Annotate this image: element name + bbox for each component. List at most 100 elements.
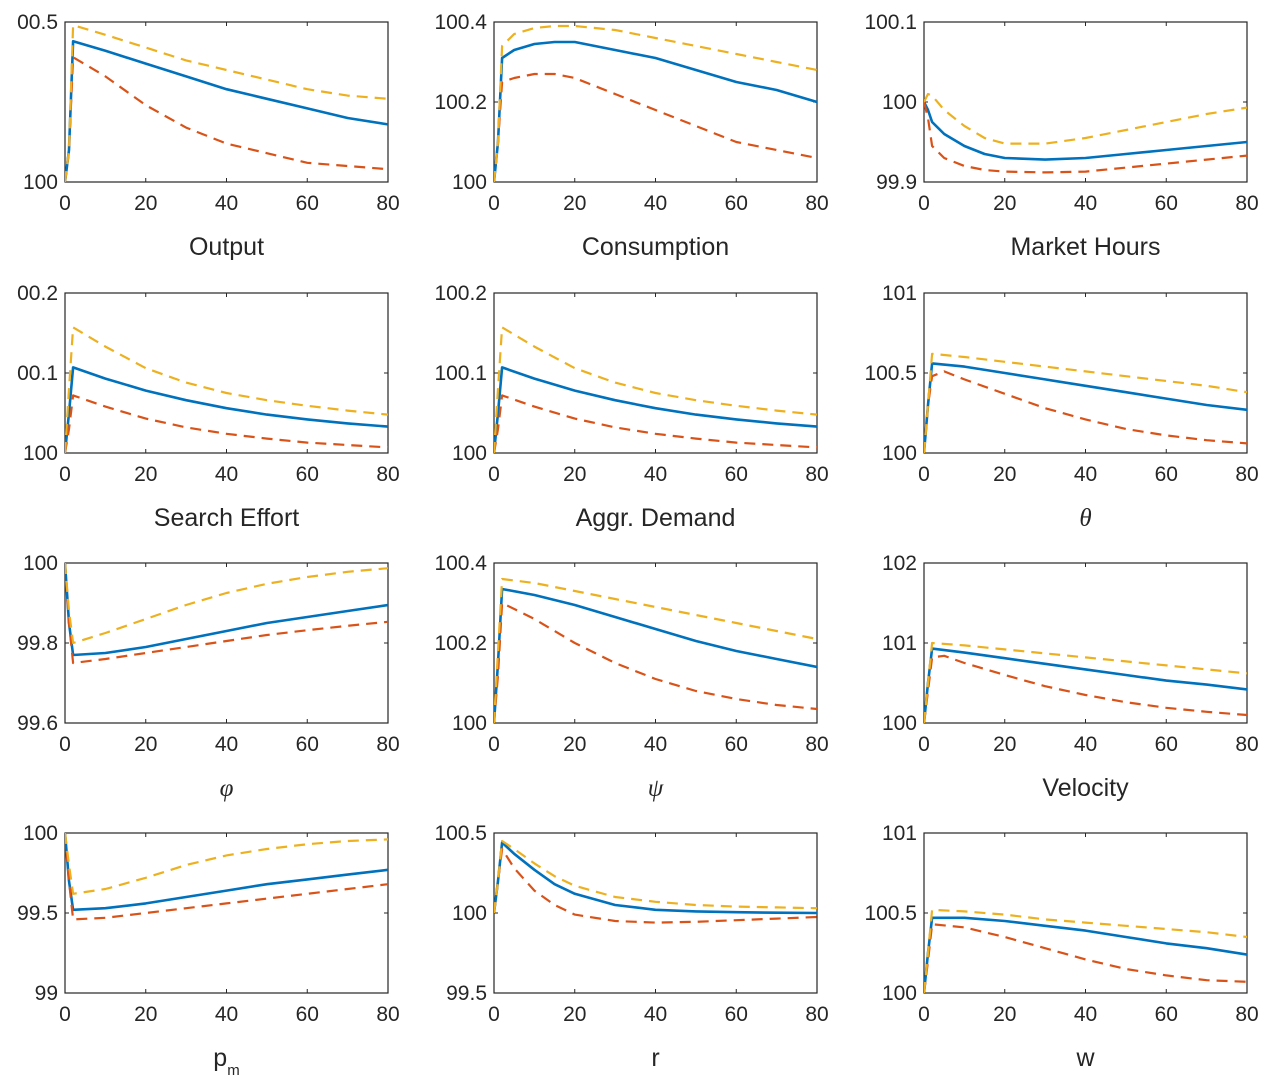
x-tick-label: 20 xyxy=(563,192,586,215)
series-line-3 xyxy=(924,908,1247,993)
panel-consumption: 0 20 40 60 80 100 100.2 100.4 Consumption xyxy=(434,11,828,261)
x-axis-label-text: Market Hours xyxy=(1010,233,1160,261)
x-tick-label: 60 xyxy=(725,192,748,215)
y-tick-label: 100.5 xyxy=(864,362,917,385)
x-tick-label: 0 xyxy=(918,733,930,756)
y-tick-label: 100 xyxy=(452,171,487,194)
series-line-3 xyxy=(494,326,817,453)
y-tick-label: 100.2 xyxy=(434,282,487,305)
x-axis-label: w xyxy=(1075,1044,1095,1072)
x-tick-label: 60 xyxy=(1155,463,1178,486)
axes-box xyxy=(493,562,818,724)
y-tick-label: 100.4 xyxy=(434,552,487,575)
x-tick-label: 80 xyxy=(376,192,399,215)
x-tick-label: 0 xyxy=(918,1003,930,1026)
series-line-3 xyxy=(65,326,388,453)
x-tick-label: 80 xyxy=(376,733,399,756)
y-tick-label: 99.6 xyxy=(17,712,58,735)
series-line-2 xyxy=(65,833,388,921)
axes-box xyxy=(923,562,1248,724)
panel-theta: 0 20 40 60 80 100 100.5 101 θ xyxy=(864,282,1258,532)
y-tick-label: 100 xyxy=(23,552,58,575)
y-tick-label: 100.1 xyxy=(864,11,917,34)
y-tick-label: 100 xyxy=(452,902,487,925)
x-tick-label: 60 xyxy=(296,463,319,486)
axes-box xyxy=(64,21,389,183)
x-axis-label-subscript: m xyxy=(227,1062,240,1079)
series-line-3 xyxy=(494,839,817,914)
panel-velocity: 0 20 40 60 80 100 101 102 Velocity xyxy=(882,552,1259,802)
x-axis-label-text: w xyxy=(1075,1044,1095,1072)
y-tick-label: 100 xyxy=(23,171,58,194)
series-line-2 xyxy=(494,601,817,723)
x-tick-label: 0 xyxy=(59,1003,71,1026)
x-axis-label: Search Effort xyxy=(154,504,300,532)
axes-box xyxy=(64,562,389,724)
x-tick-label: 0 xyxy=(488,192,500,215)
x-tick-label: 80 xyxy=(805,463,828,486)
x-tick-label: 60 xyxy=(1155,733,1178,756)
y-tick-label: 100 xyxy=(23,442,58,465)
y-tick-label: 100.5 xyxy=(434,822,487,845)
x-axis-label: Consumption xyxy=(582,233,729,261)
x-axis-label: θ xyxy=(1079,505,1091,532)
y-tick-label: 100 xyxy=(882,982,917,1005)
series-line-3 xyxy=(494,24,817,182)
x-tick-label: 60 xyxy=(296,1003,319,1026)
x-tick-label: 80 xyxy=(1235,192,1258,215)
x-tick-label: 20 xyxy=(134,192,157,215)
y-tick-label: 100 xyxy=(452,712,487,735)
x-axis-label: pm xyxy=(213,1044,239,1079)
series-line-2 xyxy=(494,394,817,453)
series-line-3 xyxy=(924,641,1247,723)
series-line-1 xyxy=(494,40,817,182)
series-line-1 xyxy=(924,101,1247,161)
x-tick-label: 60 xyxy=(296,192,319,215)
x-tick-label: 0 xyxy=(59,192,71,215)
y-tick-label: 100.1 xyxy=(434,362,487,385)
x-axis-label-text: p xyxy=(213,1044,227,1072)
x-tick-label: 0 xyxy=(59,463,71,486)
y-tick-label: 102 xyxy=(882,552,917,575)
panel-w: 0 20 40 60 80 100 100.5 101 w xyxy=(864,822,1258,1072)
series-line-2 xyxy=(924,101,1247,174)
x-tick-label: 80 xyxy=(376,1003,399,1026)
x-tick-label: 80 xyxy=(1235,1003,1258,1026)
series-line-2 xyxy=(924,654,1247,723)
y-tick-label: 100.2 xyxy=(434,632,487,655)
panel-output: 0 20 40 60 80 100 00.5 Output xyxy=(17,11,400,261)
series-line-2 xyxy=(924,370,1247,453)
panel-phi: 0 20 40 60 80 99.6 99.8 100 φ xyxy=(17,552,400,802)
x-tick-label: 40 xyxy=(215,192,238,215)
panel-market_hours: 0 20 40 60 80 99.9 100 100.1 Market Hours xyxy=(864,11,1258,261)
y-tick-label: 100.2 xyxy=(434,91,487,114)
series-line-2 xyxy=(924,923,1247,993)
series-line-2 xyxy=(65,563,388,665)
y-tick-label: 00.1 xyxy=(17,362,58,385)
x-axis-label-text: θ xyxy=(1079,505,1091,532)
x-tick-label: 40 xyxy=(644,1003,667,1026)
axes-box xyxy=(923,292,1248,454)
x-tick-label: 40 xyxy=(215,733,238,756)
x-tick-label: 0 xyxy=(59,733,71,756)
x-axis-label-text: r xyxy=(651,1044,659,1072)
x-tick-label: 0 xyxy=(488,463,500,486)
x-tick-label: 20 xyxy=(134,733,157,756)
x-tick-label: 20 xyxy=(993,192,1016,215)
panel-r: 0 20 40 60 80 99.5 100 100.5 r xyxy=(434,822,828,1072)
x-axis-label-text: Velocity xyxy=(1042,774,1129,802)
series-line-3 xyxy=(924,352,1247,453)
x-axis-label: φ xyxy=(220,775,234,802)
x-tick-label: 40 xyxy=(644,192,667,215)
x-tick-label: 80 xyxy=(1235,733,1258,756)
x-tick-label: 20 xyxy=(563,1003,586,1026)
x-tick-label: 80 xyxy=(376,463,399,486)
series-line-1 xyxy=(65,366,388,453)
x-axis-label-text: φ xyxy=(220,775,234,802)
axes-box xyxy=(923,832,1248,994)
axes-box xyxy=(493,292,818,454)
x-axis-label-text: Consumption xyxy=(582,233,729,261)
y-tick-label: 99.5 xyxy=(17,902,58,925)
series-line-1 xyxy=(65,833,388,912)
